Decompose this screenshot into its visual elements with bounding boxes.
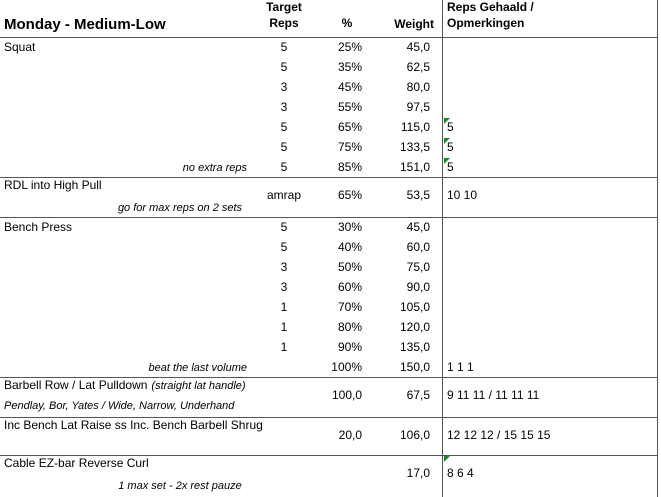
exercise-name-note: (straight lat handle) xyxy=(151,380,245,392)
target-reps: 5 xyxy=(281,160,288,174)
exercise-note: 1 max set - 2x rest pauze xyxy=(118,480,242,492)
target-reps: 1 xyxy=(281,300,288,314)
percent: 65% xyxy=(338,188,362,202)
target-reps: 5 xyxy=(281,240,288,254)
weight: 97,5 xyxy=(407,100,431,114)
weight: 17,0 xyxy=(407,466,431,480)
weight: 67,5 xyxy=(407,388,431,402)
weight: 120,0 xyxy=(400,320,430,334)
cell-marker xyxy=(444,118,450,124)
cell-marker xyxy=(444,158,450,164)
reps-done: 1 1 1 xyxy=(447,360,474,374)
weight: 133,5 xyxy=(400,140,430,154)
exercise-name: RDL into High Pull xyxy=(4,178,102,192)
target-reps: 5 xyxy=(281,140,288,154)
percent: 100,0 xyxy=(332,388,362,402)
sheet-title: Monday - Medium-Low xyxy=(4,16,166,33)
percent: 65% xyxy=(338,120,362,134)
reps-done: 8 6 4 xyxy=(447,466,474,480)
percent: 60% xyxy=(338,280,362,294)
reps-done: 5 xyxy=(447,140,454,154)
target-reps: 3 xyxy=(281,80,288,94)
exercise-name: Squat xyxy=(4,40,36,54)
target-reps: 5 xyxy=(281,60,288,74)
percent: 70% xyxy=(338,300,362,314)
exercise-name: Bench Press xyxy=(4,220,72,234)
col-header: Reps xyxy=(269,16,299,30)
target-reps: 3 xyxy=(281,260,288,274)
target-reps: 5 xyxy=(281,120,288,134)
cell-marker xyxy=(444,138,450,144)
reps-done: 10 10 xyxy=(447,188,477,202)
col-header: Weight xyxy=(394,17,434,31)
exercise-name: Inc Bench Lat Raise ss Inc. Bench Barbel… xyxy=(4,418,263,432)
exercise-note: Pendlay, Bor, Yates / Wide, Narrow, Unde… xyxy=(4,400,235,412)
percent: 40% xyxy=(338,240,362,254)
target-reps: 5 xyxy=(281,40,288,54)
weight: 106,0 xyxy=(400,428,430,442)
col-header: Opmerkingen xyxy=(447,16,524,30)
col-header: Target xyxy=(266,0,302,14)
target-reps: 1 xyxy=(281,340,288,354)
target-reps: 3 xyxy=(281,100,288,114)
cell-marker xyxy=(444,456,450,462)
reps-done: 12 12 12 / 15 15 15 xyxy=(447,428,551,442)
weight: 62,5 xyxy=(407,60,431,74)
comment-markers xyxy=(444,118,450,462)
weight: 90,0 xyxy=(407,280,431,294)
exercise-note: go for max reps on 2 sets xyxy=(118,202,243,214)
weight: 80,0 xyxy=(407,80,431,94)
reps-done: 5 xyxy=(447,160,454,174)
percent: 30% xyxy=(338,220,362,234)
percent: 50% xyxy=(338,260,362,274)
exercise-note: no extra reps xyxy=(183,162,248,174)
exercise-name: Cable EZ-bar Reverse Curl xyxy=(4,456,149,470)
col-header: Reps Gehaald / xyxy=(447,0,534,14)
percent: 100% xyxy=(331,360,362,374)
target-reps: 1 xyxy=(281,320,288,334)
target-reps: 3 xyxy=(281,280,288,294)
weight: 105,0 xyxy=(400,300,430,314)
percent: 20,0 xyxy=(339,428,363,442)
weight: 150,0 xyxy=(400,360,430,374)
weight: 115,0 xyxy=(401,120,430,134)
weight: 53,5 xyxy=(407,188,431,202)
weight: 151,0 xyxy=(400,160,430,174)
exercise-note: beat the last volume xyxy=(149,362,247,374)
target-reps: 5 xyxy=(281,220,288,234)
weight: 135,0 xyxy=(400,340,430,354)
percent: 35% xyxy=(338,60,362,74)
reps-done: 5 xyxy=(447,120,454,134)
weight: 75,0 xyxy=(407,260,431,274)
percent: 45% xyxy=(338,80,362,94)
percent: 90% xyxy=(338,340,362,354)
col-header: % xyxy=(342,16,353,30)
exercise-name: Barbell Row / Lat Pulldown xyxy=(4,378,147,392)
reps-done: 9 11 11 / 11 11 11 xyxy=(447,388,540,402)
percent: 25% xyxy=(338,40,362,54)
weight: 45,0 xyxy=(407,40,431,54)
percent: 80% xyxy=(338,320,362,334)
percent: 55% xyxy=(338,100,362,114)
target-reps: amrap xyxy=(267,188,301,202)
percent: 75% xyxy=(338,140,362,154)
percent: 85% xyxy=(338,160,362,174)
weight: 45,0 xyxy=(407,220,431,234)
weight: 60,0 xyxy=(407,240,431,254)
